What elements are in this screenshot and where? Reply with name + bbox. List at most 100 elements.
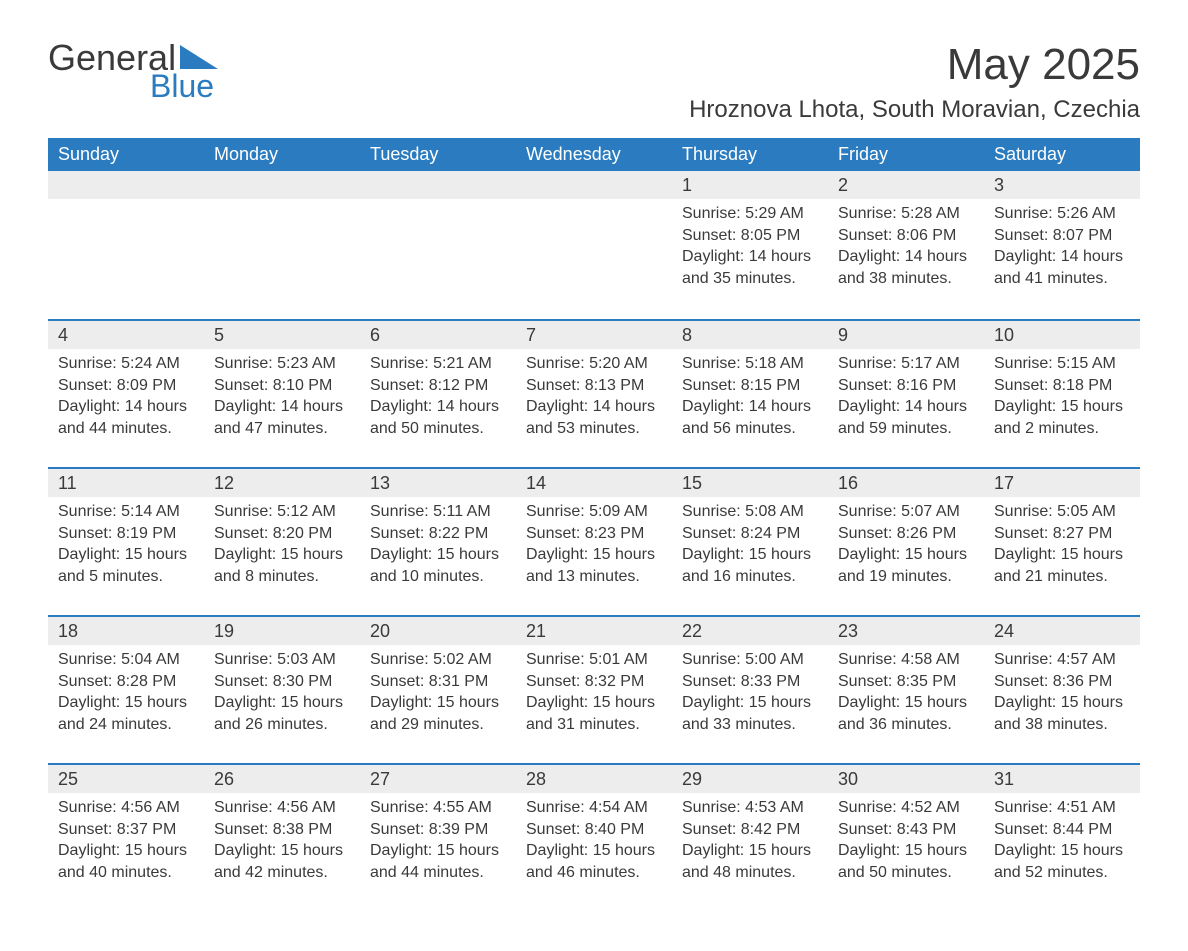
sunrise-text: Sunrise: 4:58 AM bbox=[838, 649, 974, 671]
day-body: Sunrise: 5:09 AMSunset: 8:23 PMDaylight:… bbox=[516, 497, 672, 595]
sunset-text: Sunset: 8:33 PM bbox=[682, 671, 818, 693]
day-body: Sunrise: 5:01 AMSunset: 8:32 PMDaylight:… bbox=[516, 645, 672, 743]
day-body: Sunrise: 4:57 AMSunset: 8:36 PMDaylight:… bbox=[984, 645, 1140, 743]
day-body: Sunrise: 5:05 AMSunset: 8:27 PMDaylight:… bbox=[984, 497, 1140, 595]
sunset-text: Sunset: 8:18 PM bbox=[994, 375, 1130, 397]
day-body: Sunrise: 4:55 AMSunset: 8:39 PMDaylight:… bbox=[360, 793, 516, 891]
weekday-header: Thursday bbox=[672, 138, 828, 171]
title-block: May 2025 Hroznova Lhota, South Moravian,… bbox=[689, 40, 1140, 124]
calendar-cell: 16Sunrise: 5:07 AMSunset: 8:26 PMDayligh… bbox=[828, 467, 984, 615]
calendar-table: SundayMondayTuesdayWednesdayThursdayFrid… bbox=[48, 138, 1140, 911]
daylight-text: Daylight: 15 hours and 52 minutes. bbox=[994, 840, 1130, 883]
day-number: 12 bbox=[204, 467, 360, 497]
sunset-text: Sunset: 8:13 PM bbox=[526, 375, 662, 397]
day-number: 1 bbox=[672, 171, 828, 199]
logo: General Blue bbox=[48, 40, 218, 102]
daylight-text: Daylight: 14 hours and 35 minutes. bbox=[682, 246, 818, 289]
day-number: 25 bbox=[48, 763, 204, 793]
day-number: 20 bbox=[360, 615, 516, 645]
calendar-cell bbox=[516, 171, 672, 319]
calendar-cell: 18Sunrise: 5:04 AMSunset: 8:28 PMDayligh… bbox=[48, 615, 204, 763]
day-number: 15 bbox=[672, 467, 828, 497]
sunrise-text: Sunrise: 4:55 AM bbox=[370, 797, 506, 819]
calendar-cell: 8Sunrise: 5:18 AMSunset: 8:15 PMDaylight… bbox=[672, 319, 828, 467]
sunrise-text: Sunrise: 5:23 AM bbox=[214, 353, 350, 375]
day-body: Sunrise: 5:26 AMSunset: 8:07 PMDaylight:… bbox=[984, 199, 1140, 297]
calendar-week-row: 25Sunrise: 4:56 AMSunset: 8:37 PMDayligh… bbox=[48, 763, 1140, 911]
sunrise-text: Sunrise: 4:56 AM bbox=[58, 797, 194, 819]
daylight-text: Daylight: 14 hours and 38 minutes. bbox=[838, 246, 974, 289]
calendar-cell: 28Sunrise: 4:54 AMSunset: 8:40 PMDayligh… bbox=[516, 763, 672, 911]
sunrise-text: Sunrise: 4:54 AM bbox=[526, 797, 662, 819]
day-number: 14 bbox=[516, 467, 672, 497]
sunset-text: Sunset: 8:23 PM bbox=[526, 523, 662, 545]
day-body: Sunrise: 5:00 AMSunset: 8:33 PMDaylight:… bbox=[672, 645, 828, 743]
daylight-text: Daylight: 14 hours and 59 minutes. bbox=[838, 396, 974, 439]
sunset-text: Sunset: 8:44 PM bbox=[994, 819, 1130, 841]
calendar-cell: 7 Sunrise: 5:20 AMSunset: 8:13 PMDaylight… bbox=[516, 319, 672, 467]
daylight-text: Daylight: 15 hours and 10 minutes. bbox=[370, 544, 506, 587]
daylight-text: Daylight: 15 hours and 19 minutes. bbox=[838, 544, 974, 587]
daylight-text: Daylight: 15 hours and 21 minutes. bbox=[994, 544, 1130, 587]
day-body: Sunrise: 5:02 AMSunset: 8:31 PMDaylight:… bbox=[360, 645, 516, 743]
calendar-week-row: 18Sunrise: 5:04 AMSunset: 8:28 PMDayligh… bbox=[48, 615, 1140, 763]
sunset-text: Sunset: 8:31 PM bbox=[370, 671, 506, 693]
sunrise-text: Sunrise: 5:11 AM bbox=[370, 501, 506, 523]
day-body: Sunrise: 5:24 AMSunset: 8:09 PMDaylight:… bbox=[48, 349, 204, 447]
sunrise-text: Sunrise: 4:51 AM bbox=[994, 797, 1130, 819]
day-number: 30 bbox=[828, 763, 984, 793]
calendar-cell: 21Sunrise: 5:01 AMSunset: 8:32 PMDayligh… bbox=[516, 615, 672, 763]
sunrise-text: Sunrise: 5:04 AM bbox=[58, 649, 194, 671]
sunset-text: Sunset: 8:16 PM bbox=[838, 375, 974, 397]
sunset-text: Sunset: 8:32 PM bbox=[526, 671, 662, 693]
daylight-text: Daylight: 15 hours and 46 minutes. bbox=[526, 840, 662, 883]
calendar-week-row: 11Sunrise: 5:14 AMSunset: 8:19 PMDayligh… bbox=[48, 467, 1140, 615]
day-body: Sunrise: 4:51 AMSunset: 8:44 PMDaylight:… bbox=[984, 793, 1140, 891]
calendar-cell: 26Sunrise: 4:56 AMSunset: 8:38 PMDayligh… bbox=[204, 763, 360, 911]
day-number: 9 bbox=[828, 319, 984, 349]
sunset-text: Sunset: 8:05 PM bbox=[682, 225, 818, 247]
sunset-text: Sunset: 8:19 PM bbox=[58, 523, 194, 545]
calendar-cell bbox=[204, 171, 360, 319]
sunrise-text: Sunrise: 5:20 AM bbox=[526, 353, 662, 375]
sunset-text: Sunset: 8:36 PM bbox=[994, 671, 1130, 693]
sunset-text: Sunset: 8:12 PM bbox=[370, 375, 506, 397]
day-body: Sunrise: 5:11 AMSunset: 8:22 PMDaylight:… bbox=[360, 497, 516, 595]
empty-day-strip bbox=[360, 171, 516, 199]
calendar-cell: 6Sunrise: 5:21 AMSunset: 8:12 PMDaylight… bbox=[360, 319, 516, 467]
daylight-text: Daylight: 14 hours and 53 minutes. bbox=[526, 396, 662, 439]
sunrise-text: Sunrise: 5:21 AM bbox=[370, 353, 506, 375]
sunrise-text: Sunrise: 5:26 AM bbox=[994, 203, 1130, 225]
calendar-cell: 13Sunrise: 5:11 AMSunset: 8:22 PMDayligh… bbox=[360, 467, 516, 615]
daylight-text: Daylight: 15 hours and 36 minutes. bbox=[838, 692, 974, 735]
sunset-text: Sunset: 8:26 PM bbox=[838, 523, 974, 545]
sunrise-text: Sunrise: 5:12 AM bbox=[214, 501, 350, 523]
day-number: 16 bbox=[828, 467, 984, 497]
day-number: 28 bbox=[516, 763, 672, 793]
logo-word-blue: Blue bbox=[150, 70, 214, 102]
sunset-text: Sunset: 8:06 PM bbox=[838, 225, 974, 247]
day-number: 7 bbox=[516, 319, 672, 349]
sunrise-text: Sunrise: 5:01 AM bbox=[526, 649, 662, 671]
weekday-header: Saturday bbox=[984, 138, 1140, 171]
day-body: Sunrise: 5:03 AMSunset: 8:30 PMDaylight:… bbox=[204, 645, 360, 743]
day-body: Sunrise: 4:56 AMSunset: 8:38 PMDaylight:… bbox=[204, 793, 360, 891]
sunset-text: Sunset: 8:15 PM bbox=[682, 375, 818, 397]
sunrise-text: Sunrise: 5:00 AM bbox=[682, 649, 818, 671]
calendar-cell: 23Sunrise: 4:58 AMSunset: 8:35 PMDayligh… bbox=[828, 615, 984, 763]
day-number: 6 bbox=[360, 319, 516, 349]
sunrise-text: Sunrise: 5:24 AM bbox=[58, 353, 194, 375]
sunrise-text: Sunrise: 5:29 AM bbox=[682, 203, 818, 225]
sunrise-text: Sunrise: 5:09 AM bbox=[526, 501, 662, 523]
sunset-text: Sunset: 8:27 PM bbox=[994, 523, 1130, 545]
weekday-header: Sunday bbox=[48, 138, 204, 171]
calendar-cell: 10Sunrise: 5:15 AMSunset: 8:18 PMDayligh… bbox=[984, 319, 1140, 467]
location-text: Hroznova Lhota, South Moravian, Czechia bbox=[689, 96, 1140, 124]
page-title: May 2025 bbox=[689, 40, 1140, 90]
sunset-text: Sunset: 8:22 PM bbox=[370, 523, 506, 545]
calendar-cell: 11Sunrise: 5:14 AMSunset: 8:19 PMDayligh… bbox=[48, 467, 204, 615]
sunrise-text: Sunrise: 5:14 AM bbox=[58, 501, 194, 523]
day-number: 10 bbox=[984, 319, 1140, 349]
daylight-text: Daylight: 14 hours and 44 minutes. bbox=[58, 396, 194, 439]
sunrise-text: Sunrise: 5:03 AM bbox=[214, 649, 350, 671]
